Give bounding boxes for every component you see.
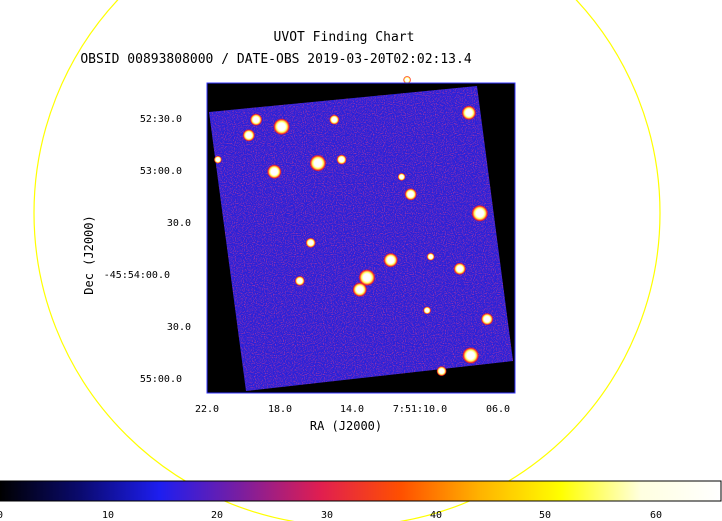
- star-source: [404, 188, 417, 201]
- star-source: [305, 237, 316, 248]
- star-source: [397, 172, 406, 181]
- colorbar-tick-label: 50: [539, 510, 551, 521]
- x-tick-label: 06.0: [486, 404, 510, 415]
- y-tick-label: 30.0: [167, 218, 191, 229]
- star-source: [426, 252, 435, 261]
- x-tick-label: 14.0: [340, 404, 364, 415]
- star-source: [213, 155, 222, 164]
- overlay-circle: [33, 0, 661, 521]
- y-tick-label: 53:00.0: [140, 166, 182, 177]
- star-source: [423, 306, 432, 315]
- colorbar: [0, 480, 722, 502]
- exposure-noise: [209, 86, 513, 391]
- colorbar-tick-label: 30: [321, 510, 333, 521]
- star-source: [309, 154, 327, 172]
- x-tick-label: 22.0: [195, 404, 219, 415]
- y-tick-label: -45:54:00.0: [104, 270, 170, 281]
- star-source: [329, 114, 340, 125]
- star-source: [267, 164, 282, 179]
- colorbar-tick-label: 40: [430, 510, 442, 521]
- x-tick-label: 18.0: [268, 404, 292, 415]
- star-source: [383, 252, 399, 268]
- star-source: [480, 312, 494, 326]
- star-source: [461, 105, 477, 121]
- star-source: [453, 262, 466, 275]
- colorbar-tick-label: 10: [102, 510, 114, 521]
- x-ticks: 22.0 18.0 14.0 7:51:10.0 06.0: [195, 404, 510, 415]
- stars-layer: [213, 75, 494, 377]
- x-axis-label: RA (J2000): [310, 419, 382, 433]
- star-source: [358, 269, 376, 286]
- image-border: [206, 82, 516, 394]
- y-ticks: 52:30.0 53:00.0 30.0 -45:54:00.0 30.0 55…: [104, 114, 191, 385]
- star-source: [242, 129, 255, 142]
- star-source: [436, 366, 447, 377]
- y-tick-label: 52:30.0: [140, 114, 182, 125]
- star-source: [462, 347, 480, 364]
- x-tick-label: 7:51:10.0: [393, 404, 447, 415]
- colorbar-tick-label: 0: [0, 510, 3, 521]
- chart-subtitle: OBSID 00893808000 / DATE-OBS 2019-03-20T…: [80, 52, 472, 67]
- y-axis-label: Dec (J2000): [82, 215, 96, 294]
- star-source: [471, 204, 489, 222]
- colorbar-tick-label: 20: [211, 510, 223, 521]
- star-source: [352, 282, 368, 297]
- star-source: [403, 75, 412, 84]
- chart-title: UVOT Finding Chart: [274, 30, 415, 45]
- star-source: [249, 113, 263, 126]
- star-source: [336, 154, 347, 165]
- star-source: [273, 118, 290, 136]
- y-tick-label: 55:00.0: [140, 374, 182, 385]
- star-source: [294, 275, 305, 286]
- colorbar-ticks: 0 10 20 30 40 50 60: [0, 510, 662, 521]
- colorbar-tick-label: 60: [650, 510, 662, 521]
- y-tick-label: 30.0: [167, 322, 191, 333]
